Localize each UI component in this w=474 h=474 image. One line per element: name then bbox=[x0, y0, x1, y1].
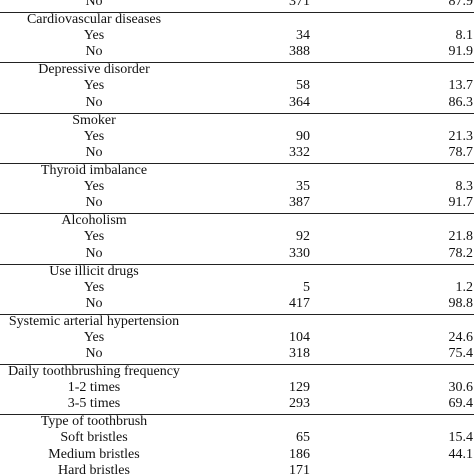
row-label: No bbox=[85, 94, 103, 110]
count: 318 bbox=[289, 346, 310, 362]
row-label: Yes bbox=[83, 329, 105, 345]
percent: 13.7 bbox=[448, 78, 474, 94]
row-label: Yes bbox=[83, 279, 105, 295]
row-label: No bbox=[85, 44, 103, 60]
section-title: Daily toothbrushing frequency bbox=[8, 364, 180, 380]
percent: 21.3 bbox=[448, 128, 474, 144]
divider bbox=[0, 414, 474, 416]
percent: 91.9 bbox=[448, 44, 474, 60]
row-label: No bbox=[85, 0, 103, 9]
row-label: Yes bbox=[83, 229, 105, 245]
row-label: Medium bristles bbox=[48, 446, 140, 462]
percent: 24.6 bbox=[448, 329, 474, 345]
section-title: Smoker bbox=[72, 112, 116, 128]
count: 5 bbox=[303, 279, 310, 295]
percent: 8.1 bbox=[455, 28, 474, 43]
section-title: Systemic arterial hypertension bbox=[8, 313, 180, 329]
row-label: No bbox=[85, 346, 103, 362]
count: 293 bbox=[289, 396, 310, 412]
divider bbox=[0, 12, 474, 13]
percent: 78.2 bbox=[448, 245, 474, 261]
percent: 30.6 bbox=[448, 380, 474, 396]
row-label: No bbox=[85, 245, 103, 261]
section-title: Depressive disorder bbox=[38, 62, 150, 78]
percent: 98.8 bbox=[448, 295, 474, 311]
row-label: No bbox=[85, 295, 103, 311]
divider bbox=[0, 213, 474, 215]
row-label: No bbox=[85, 195, 103, 211]
percent: 86.3 bbox=[448, 94, 474, 110]
percent: 75.4 bbox=[448, 346, 474, 362]
row-label: Yes bbox=[83, 78, 105, 94]
count: 92 bbox=[296, 229, 310, 245]
section-title: Thyroid imbalance bbox=[40, 162, 148, 178]
percent: 1.2 bbox=[455, 279, 474, 295]
divider bbox=[0, 112, 474, 114]
count: 330 bbox=[289, 245, 310, 261]
percent: 8.3 bbox=[455, 178, 474, 194]
divider bbox=[0, 364, 474, 366]
percent: 78.7 bbox=[448, 144, 474, 160]
count: 171 bbox=[289, 463, 310, 474]
row-label: Yes bbox=[83, 28, 105, 43]
divider bbox=[0, 162, 474, 164]
count: 129 bbox=[289, 380, 310, 396]
count: 417 bbox=[289, 295, 310, 311]
row-label: Hard bristles bbox=[58, 463, 130, 474]
percent: 69.4 bbox=[448, 396, 474, 412]
divider bbox=[0, 263, 474, 265]
row-label: Soft bristles bbox=[60, 430, 128, 446]
percent: 91.7 bbox=[448, 195, 474, 211]
divider bbox=[0, 313, 474, 315]
count: 332 bbox=[289, 144, 310, 160]
count: 186 bbox=[289, 446, 310, 462]
count: 388 bbox=[289, 44, 310, 60]
percent: 44.1 bbox=[448, 446, 474, 462]
count: 387 bbox=[289, 195, 310, 211]
count: 58 bbox=[296, 78, 310, 94]
row-label: No bbox=[85, 144, 103, 160]
section-title: Alcoholism bbox=[61, 213, 127, 229]
row-label: Yes bbox=[83, 178, 105, 194]
percent: 21.8 bbox=[448, 229, 474, 245]
divider bbox=[0, 62, 474, 64]
section-title: Cardiovascular diseases bbox=[26, 12, 162, 27]
count: 65 bbox=[296, 430, 310, 446]
section-title: Use illicit drugs bbox=[49, 263, 139, 279]
row-label: Yes bbox=[83, 128, 105, 144]
section-title: Type of toothbrush bbox=[40, 414, 148, 430]
count: 35 bbox=[296, 178, 310, 194]
percent: 15.4 bbox=[448, 430, 474, 446]
count: 34 bbox=[296, 28, 310, 43]
count: 364 bbox=[289, 94, 310, 110]
row-label: 1-2 times bbox=[67, 380, 121, 396]
count: 90 bbox=[296, 128, 310, 144]
count: 371 bbox=[289, 0, 310, 9]
row-label: 3-5 times bbox=[67, 396, 121, 412]
percent: 87.9 bbox=[448, 0, 474, 9]
count: 104 bbox=[289, 329, 310, 345]
